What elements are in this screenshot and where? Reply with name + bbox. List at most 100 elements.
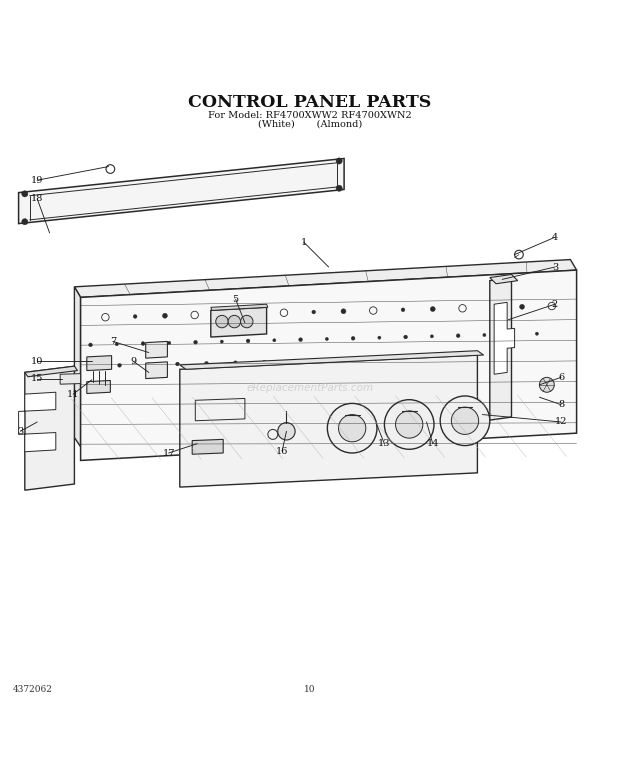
Circle shape (118, 364, 122, 368)
Circle shape (379, 357, 383, 361)
Circle shape (22, 191, 28, 197)
Circle shape (490, 306, 494, 310)
Circle shape (436, 357, 440, 360)
Text: (White)       (Almond): (White) (Almond) (258, 120, 362, 129)
Circle shape (352, 336, 355, 340)
Polygon shape (19, 393, 56, 452)
Text: 8: 8 (558, 400, 564, 409)
Circle shape (216, 315, 228, 328)
Circle shape (404, 335, 407, 339)
Circle shape (175, 362, 179, 366)
Polygon shape (60, 374, 81, 384)
Text: 14: 14 (427, 439, 439, 448)
Circle shape (89, 364, 92, 368)
Polygon shape (211, 304, 268, 310)
Text: 15: 15 (31, 374, 43, 383)
Text: 7: 7 (110, 337, 116, 346)
Circle shape (336, 185, 342, 192)
Text: eReplacementParts.com: eReplacementParts.com (246, 383, 374, 393)
Circle shape (384, 400, 434, 450)
Circle shape (228, 315, 241, 328)
Circle shape (299, 338, 303, 342)
Circle shape (378, 336, 381, 339)
Circle shape (273, 339, 276, 342)
Circle shape (466, 356, 469, 360)
Circle shape (327, 404, 377, 453)
Circle shape (536, 332, 538, 335)
Circle shape (205, 361, 208, 365)
Text: 4372062: 4372062 (12, 685, 52, 694)
Circle shape (430, 335, 433, 338)
Text: 18: 18 (31, 194, 43, 203)
Circle shape (241, 315, 253, 328)
Circle shape (451, 407, 479, 434)
Text: 4: 4 (552, 233, 558, 242)
Text: 10: 10 (31, 357, 43, 366)
Circle shape (278, 422, 295, 440)
Circle shape (350, 358, 353, 362)
Polygon shape (25, 366, 78, 377)
Polygon shape (74, 287, 81, 447)
Polygon shape (180, 355, 477, 487)
Circle shape (22, 219, 28, 225)
Polygon shape (494, 303, 515, 375)
Text: 10: 10 (304, 685, 316, 694)
Text: 12: 12 (555, 418, 567, 426)
Polygon shape (180, 350, 484, 369)
Text: 3: 3 (17, 427, 24, 436)
Circle shape (147, 363, 151, 367)
Text: CONTROL PANEL PARTS: CONTROL PANEL PARTS (188, 94, 432, 111)
Text: 3: 3 (552, 263, 558, 271)
Text: 11: 11 (67, 389, 79, 399)
Circle shape (336, 158, 342, 164)
Text: 5: 5 (232, 295, 239, 303)
Polygon shape (490, 274, 518, 284)
Circle shape (162, 314, 167, 318)
Circle shape (430, 307, 435, 311)
Circle shape (141, 342, 145, 346)
Circle shape (326, 337, 329, 340)
Circle shape (220, 340, 223, 343)
Circle shape (520, 304, 525, 310)
Circle shape (407, 357, 411, 361)
Text: 9: 9 (130, 357, 136, 366)
Polygon shape (490, 278, 511, 420)
Circle shape (89, 343, 92, 346)
Circle shape (291, 360, 295, 364)
Circle shape (456, 334, 460, 338)
Circle shape (252, 311, 257, 316)
Circle shape (246, 339, 250, 343)
Circle shape (193, 340, 197, 344)
Polygon shape (146, 362, 167, 378)
Circle shape (509, 332, 513, 336)
Text: 16: 16 (276, 447, 288, 456)
Circle shape (440, 396, 490, 446)
Circle shape (483, 333, 486, 336)
Circle shape (312, 310, 316, 314)
Polygon shape (74, 260, 577, 297)
Polygon shape (192, 439, 223, 454)
Circle shape (396, 411, 423, 438)
Text: 19: 19 (31, 176, 43, 185)
Polygon shape (25, 366, 74, 490)
Circle shape (234, 361, 237, 364)
Circle shape (133, 314, 137, 318)
Text: 6: 6 (558, 373, 564, 382)
Circle shape (263, 361, 267, 364)
Text: 2: 2 (552, 300, 558, 309)
Polygon shape (211, 307, 267, 337)
Circle shape (168, 342, 171, 344)
Text: 13: 13 (378, 439, 391, 448)
Polygon shape (81, 270, 577, 461)
Polygon shape (87, 356, 112, 371)
Polygon shape (146, 342, 167, 358)
Polygon shape (19, 159, 344, 224)
Text: For Model: RF4700XWW2 RF4700XWN2: For Model: RF4700XWW2 RF4700XWN2 (208, 110, 412, 120)
Text: 1: 1 (301, 238, 307, 246)
Circle shape (115, 343, 118, 346)
Circle shape (401, 308, 405, 312)
Circle shape (539, 378, 554, 393)
Polygon shape (87, 381, 110, 393)
Circle shape (339, 414, 366, 442)
Circle shape (321, 359, 324, 363)
